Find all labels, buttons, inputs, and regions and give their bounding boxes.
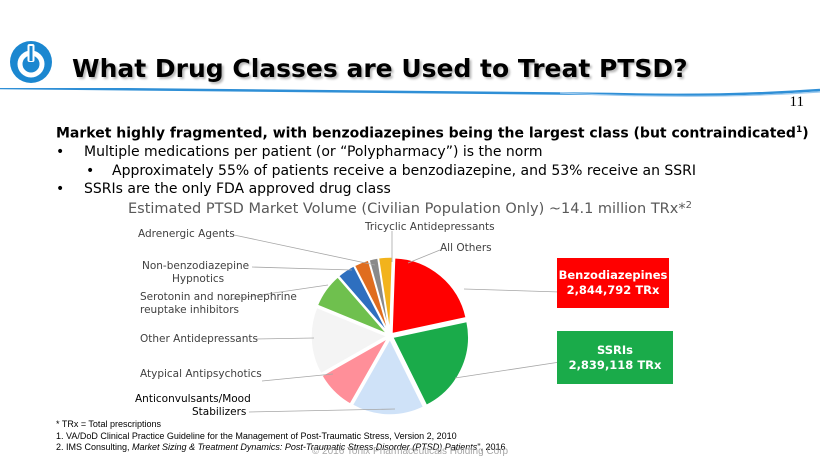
bullet-text: Multiple medications per patient (or “Po… — [84, 144, 543, 161]
slide-number: 11 — [789, 94, 804, 110]
label-tricyclic: Tricyclic Antidepressants — [364, 221, 495, 233]
callout-benzodiazepines: Benzodiazepines 2,844,792 TRx — [557, 258, 669, 308]
footnote-2-title: Market Sizing & Treatment Dynamics: Post… — [132, 442, 478, 452]
bullet-dot: • — [56, 144, 65, 161]
footnote-2-suffix: ", 2016 — [477, 442, 506, 452]
page-title: What Drug Classes are Used to Treat PTSD… — [72, 54, 688, 83]
callout-name: SSRIs — [596, 342, 634, 357]
copyright: © 2016 Tonix Pharmaceuticals Holding Cor… — [311, 446, 509, 457]
bullet-item: • SSRIs are the only FDA approved drug cl… — [56, 180, 816, 199]
sub-bullet-item: • Approximately 55% of patients receive a… — [56, 162, 816, 181]
tonix-power-logo-icon — [10, 41, 52, 83]
label-snri-2: reuptake inhibitors — [140, 304, 239, 316]
footnotes: * TRx = Total prescriptions 1. VA/DoD Cl… — [56, 419, 506, 454]
callout-value: 2,844,792 TRx — [566, 283, 660, 297]
label-other-antidepressants: Other Antidepressants — [140, 333, 258, 345]
footnote-2-prefix: 2. IMS Consulting, — [56, 442, 133, 452]
header-rule — [0, 88, 820, 97]
footnote-2: 2. IMS Consulting, Market Sizing & Treat… — [56, 442, 506, 454]
bullet-text: SSRIs are the only FDA approved drug cla… — [84, 181, 391, 198]
leader-line — [407, 249, 441, 264]
lead-statement: Market highly fragmented, with benzodiaz… — [56, 121, 816, 143]
chart-title-sup: 2 — [686, 200, 692, 211]
footnote-1: 1. VA/DoD Clinical Practice Guideline fo… — [56, 430, 457, 441]
callout-name: Benzodiazepines — [558, 268, 668, 282]
leader-line — [463, 288, 561, 293]
lead-footnote-ref: 1 — [795, 125, 803, 135]
bullet-dot: • — [56, 181, 65, 198]
bullet-list: Market highly fragmented, with benzodiaz… — [56, 121, 816, 199]
label-anticonvulsants-2: Stabilizers — [192, 406, 246, 418]
lead-close: ) — [802, 125, 809, 142]
label-nonbenzo-hypnotics-2: Hypnotics — [172, 273, 224, 285]
leader-line — [233, 234, 376, 266]
pie-slice-benzodiazepines — [391, 256, 468, 335]
callout-ssris: SSRIs 2,839,118 TRx — [557, 331, 673, 384]
pie-slices — [310, 256, 470, 416]
chart-title: Estimated PTSD Market Volume (Civilian P… — [128, 200, 692, 217]
label-anticonvulsants: Anticonvulsants/Mood — [135, 393, 251, 405]
label-nonbenzo-hypnotics: Non-benzodiazepine — [142, 260, 249, 272]
pie-slice-all-others — [377, 256, 394, 334]
leader-line — [255, 337, 315, 340]
leader-line — [248, 408, 396, 413]
pie-slice-serotonin-and-norepinephrine-reuptake-inhibitors — [316, 275, 389, 335]
label-adrenergic-agents: Adrenergic Agents — [138, 228, 235, 240]
callout-value: 2,839,118 TRx — [568, 357, 662, 372]
pie-slice-other-antidepressants — [310, 306, 389, 375]
pie-slice-anticonvulsants-mood-stabilizers — [351, 337, 425, 416]
chart-title-text: Estimated PTSD Market Volume (Civilian P… — [128, 201, 686, 217]
label-all-others: All Others — [440, 242, 492, 254]
label-snri: Serotonin and norepinephrine — [140, 291, 297, 303]
bullet-dot: • — [86, 162, 95, 179]
leader-line — [454, 361, 561, 379]
bullet-text: Approximately 55% of patients receive a … — [112, 162, 697, 179]
leader-line — [251, 266, 353, 271]
pie-slice-ssris — [391, 320, 470, 407]
footnote-trx: * TRx = Total prescriptions — [56, 419, 161, 429]
bullet-item: • Multiple medications per patient (or “P… — [56, 143, 816, 162]
label-atypical-antipsychotics: Atypical Antipsychotics — [140, 368, 262, 380]
lead-text: Market highly fragmented, with benzodiaz… — [56, 125, 796, 142]
pie-slice-atypical-antipsychotics — [320, 336, 390, 406]
leader-line — [261, 373, 334, 382]
leader-lines — [225, 231, 561, 413]
leader-line — [225, 284, 329, 301]
